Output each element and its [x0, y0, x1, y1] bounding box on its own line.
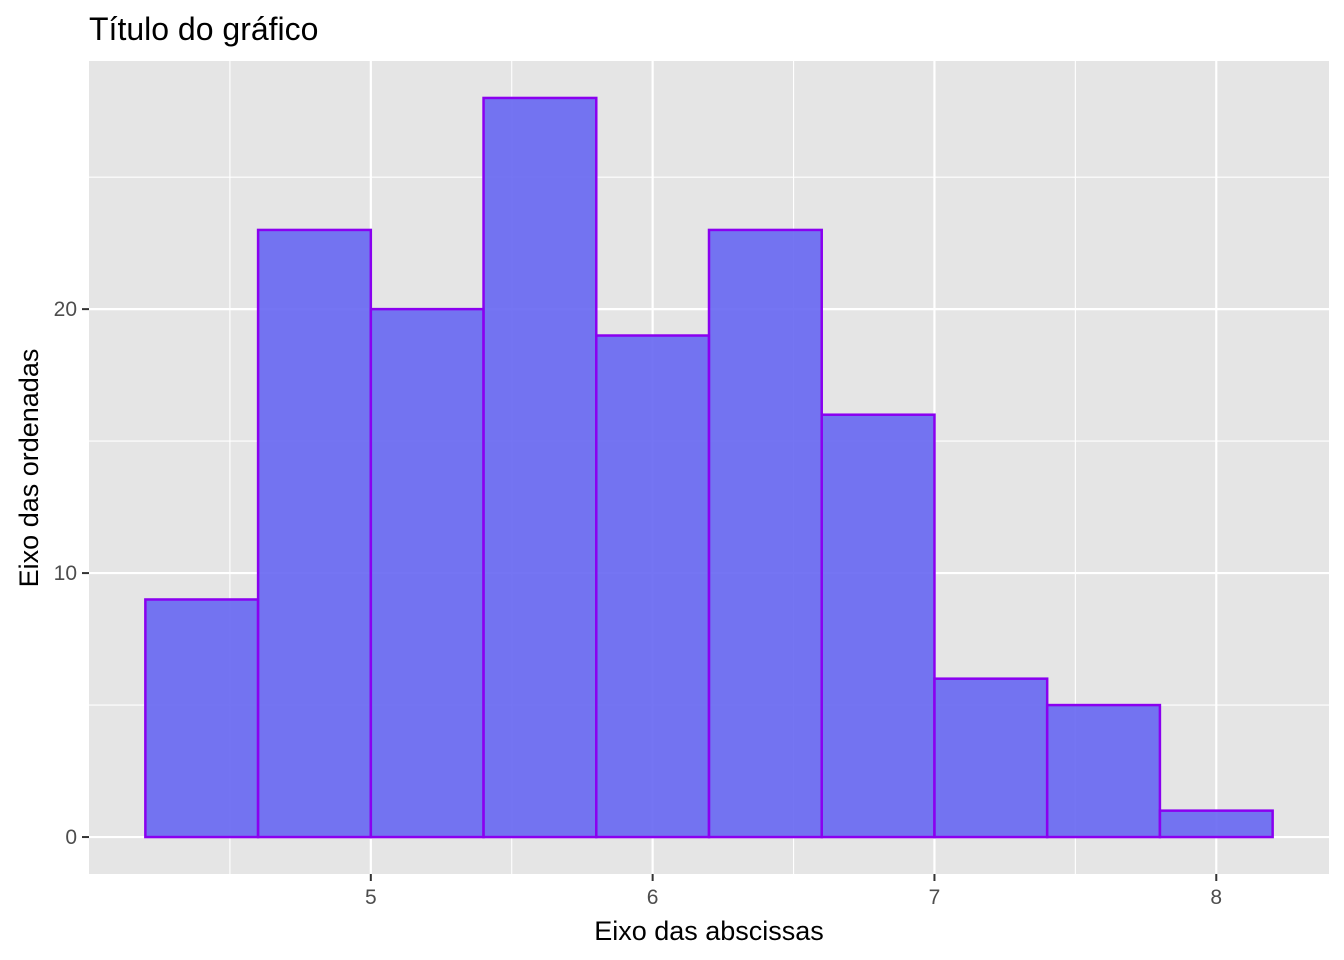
x-tick-label-3: 8: [1210, 886, 1222, 909]
histogram-bar-0: [144, 598, 260, 839]
x-axis: 5 6 7 8: [365, 874, 1222, 909]
x-tick-label-0: 5: [365, 886, 377, 909]
histogram-bars: [144, 96, 1274, 839]
y-tick-label-1: 10: [54, 562, 77, 585]
histogram-bar-3: [482, 96, 598, 839]
histogram-bar-5: [707, 228, 823, 839]
y-tick-label-0: 0: [65, 826, 77, 849]
histogram-bar-2: [369, 307, 485, 839]
histogram-bar-8: [1045, 703, 1162, 839]
y-axis-title: Eixo das ordenadas: [14, 349, 44, 588]
x-tick-label-2: 7: [929, 886, 941, 909]
chart-title: Título do gráfico: [89, 11, 318, 47]
y-tick-label-2: 20: [54, 298, 77, 321]
histogram-bar-6: [820, 413, 936, 839]
histogram-bar-9: [1158, 809, 1274, 839]
y-axis: 0 10 20: [54, 298, 89, 849]
x-axis-title: Eixo das abscissas: [594, 916, 824, 946]
histogram-bar-1: [256, 228, 373, 839]
x-tick-label-1: 6: [647, 886, 659, 909]
histogram-bar-4: [595, 334, 711, 839]
histogram-bar-7: [933, 677, 1049, 839]
